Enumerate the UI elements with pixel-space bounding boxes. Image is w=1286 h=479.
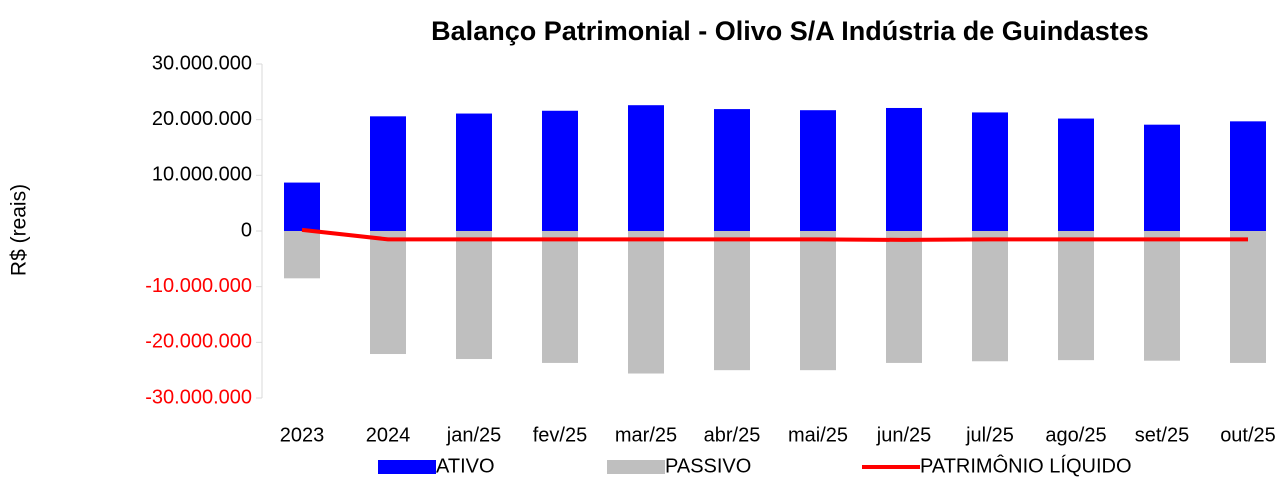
bar bbox=[284, 231, 320, 279]
bar bbox=[800, 110, 836, 231]
x-tick-label: 2024 bbox=[366, 424, 411, 446]
y-tick-label: 20.000.000 bbox=[152, 108, 252, 130]
bar bbox=[714, 231, 750, 371]
bar bbox=[542, 231, 578, 363]
y-tick-label: 0 bbox=[241, 219, 252, 241]
bar bbox=[1144, 231, 1180, 361]
line bbox=[301, 227, 1248, 242]
legend-label: PASSIVO bbox=[665, 455, 751, 477]
bar bbox=[542, 110, 578, 231]
y-tick-label: 10.000.000 bbox=[152, 164, 252, 186]
bar bbox=[1144, 124, 1180, 231]
bar bbox=[714, 109, 750, 231]
bar bbox=[972, 112, 1008, 231]
legend-label: ATIVO bbox=[436, 455, 495, 477]
bar bbox=[370, 116, 406, 231]
legend-label: PATRIMÔNIO LÍQUIDO bbox=[920, 454, 1132, 477]
x-tick-label: 2023 bbox=[280, 424, 325, 446]
bar bbox=[1230, 231, 1266, 363]
x-tick-label: jan/25 bbox=[446, 424, 502, 446]
legend-swatch bbox=[607, 460, 665, 474]
legend-swatch bbox=[378, 460, 436, 474]
x-tick-label: fev/25 bbox=[533, 424, 587, 446]
x-tick-label: jul/25 bbox=[965, 424, 1014, 446]
x-tick-label: ago/25 bbox=[1045, 424, 1106, 446]
bar bbox=[628, 105, 664, 231]
y-axis-label: R$ (reais) bbox=[8, 184, 31, 276]
bar bbox=[456, 113, 492, 231]
chart-title: Balanço Patrimonial - Olivo S/A Indústri… bbox=[431, 16, 1149, 46]
bar bbox=[800, 231, 836, 371]
bar bbox=[886, 107, 922, 231]
bar bbox=[1230, 121, 1266, 231]
x-tick-label: abr/25 bbox=[704, 424, 761, 446]
x-tick-label: out/25 bbox=[1220, 424, 1276, 446]
bar bbox=[456, 231, 492, 360]
x-tick-label: mai/25 bbox=[788, 424, 848, 446]
y-tick-label: -30.000.000 bbox=[145, 386, 252, 408]
y-tick-label: -10.000.000 bbox=[145, 275, 252, 297]
bar bbox=[284, 182, 320, 231]
bar bbox=[886, 231, 922, 363]
y-tick-label: 30.000.000 bbox=[152, 52, 252, 74]
bar bbox=[1058, 118, 1094, 231]
y-tick-label: -20.000.000 bbox=[145, 331, 252, 353]
bar bbox=[1058, 231, 1094, 361]
bar bbox=[370, 231, 406, 355]
bar bbox=[628, 231, 664, 374]
bar bbox=[972, 231, 1008, 362]
x-tick-label: mar/25 bbox=[615, 424, 677, 446]
x-tick-label: set/25 bbox=[1135, 424, 1189, 446]
x-tick-label: jun/25 bbox=[876, 424, 932, 446]
